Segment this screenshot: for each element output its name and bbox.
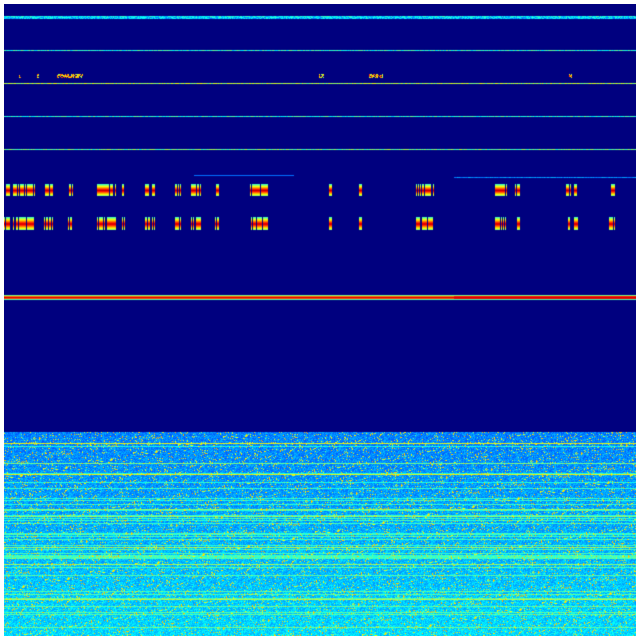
heatmap-canvas bbox=[4, 4, 636, 636]
heatmap-plot bbox=[4, 4, 636, 636]
